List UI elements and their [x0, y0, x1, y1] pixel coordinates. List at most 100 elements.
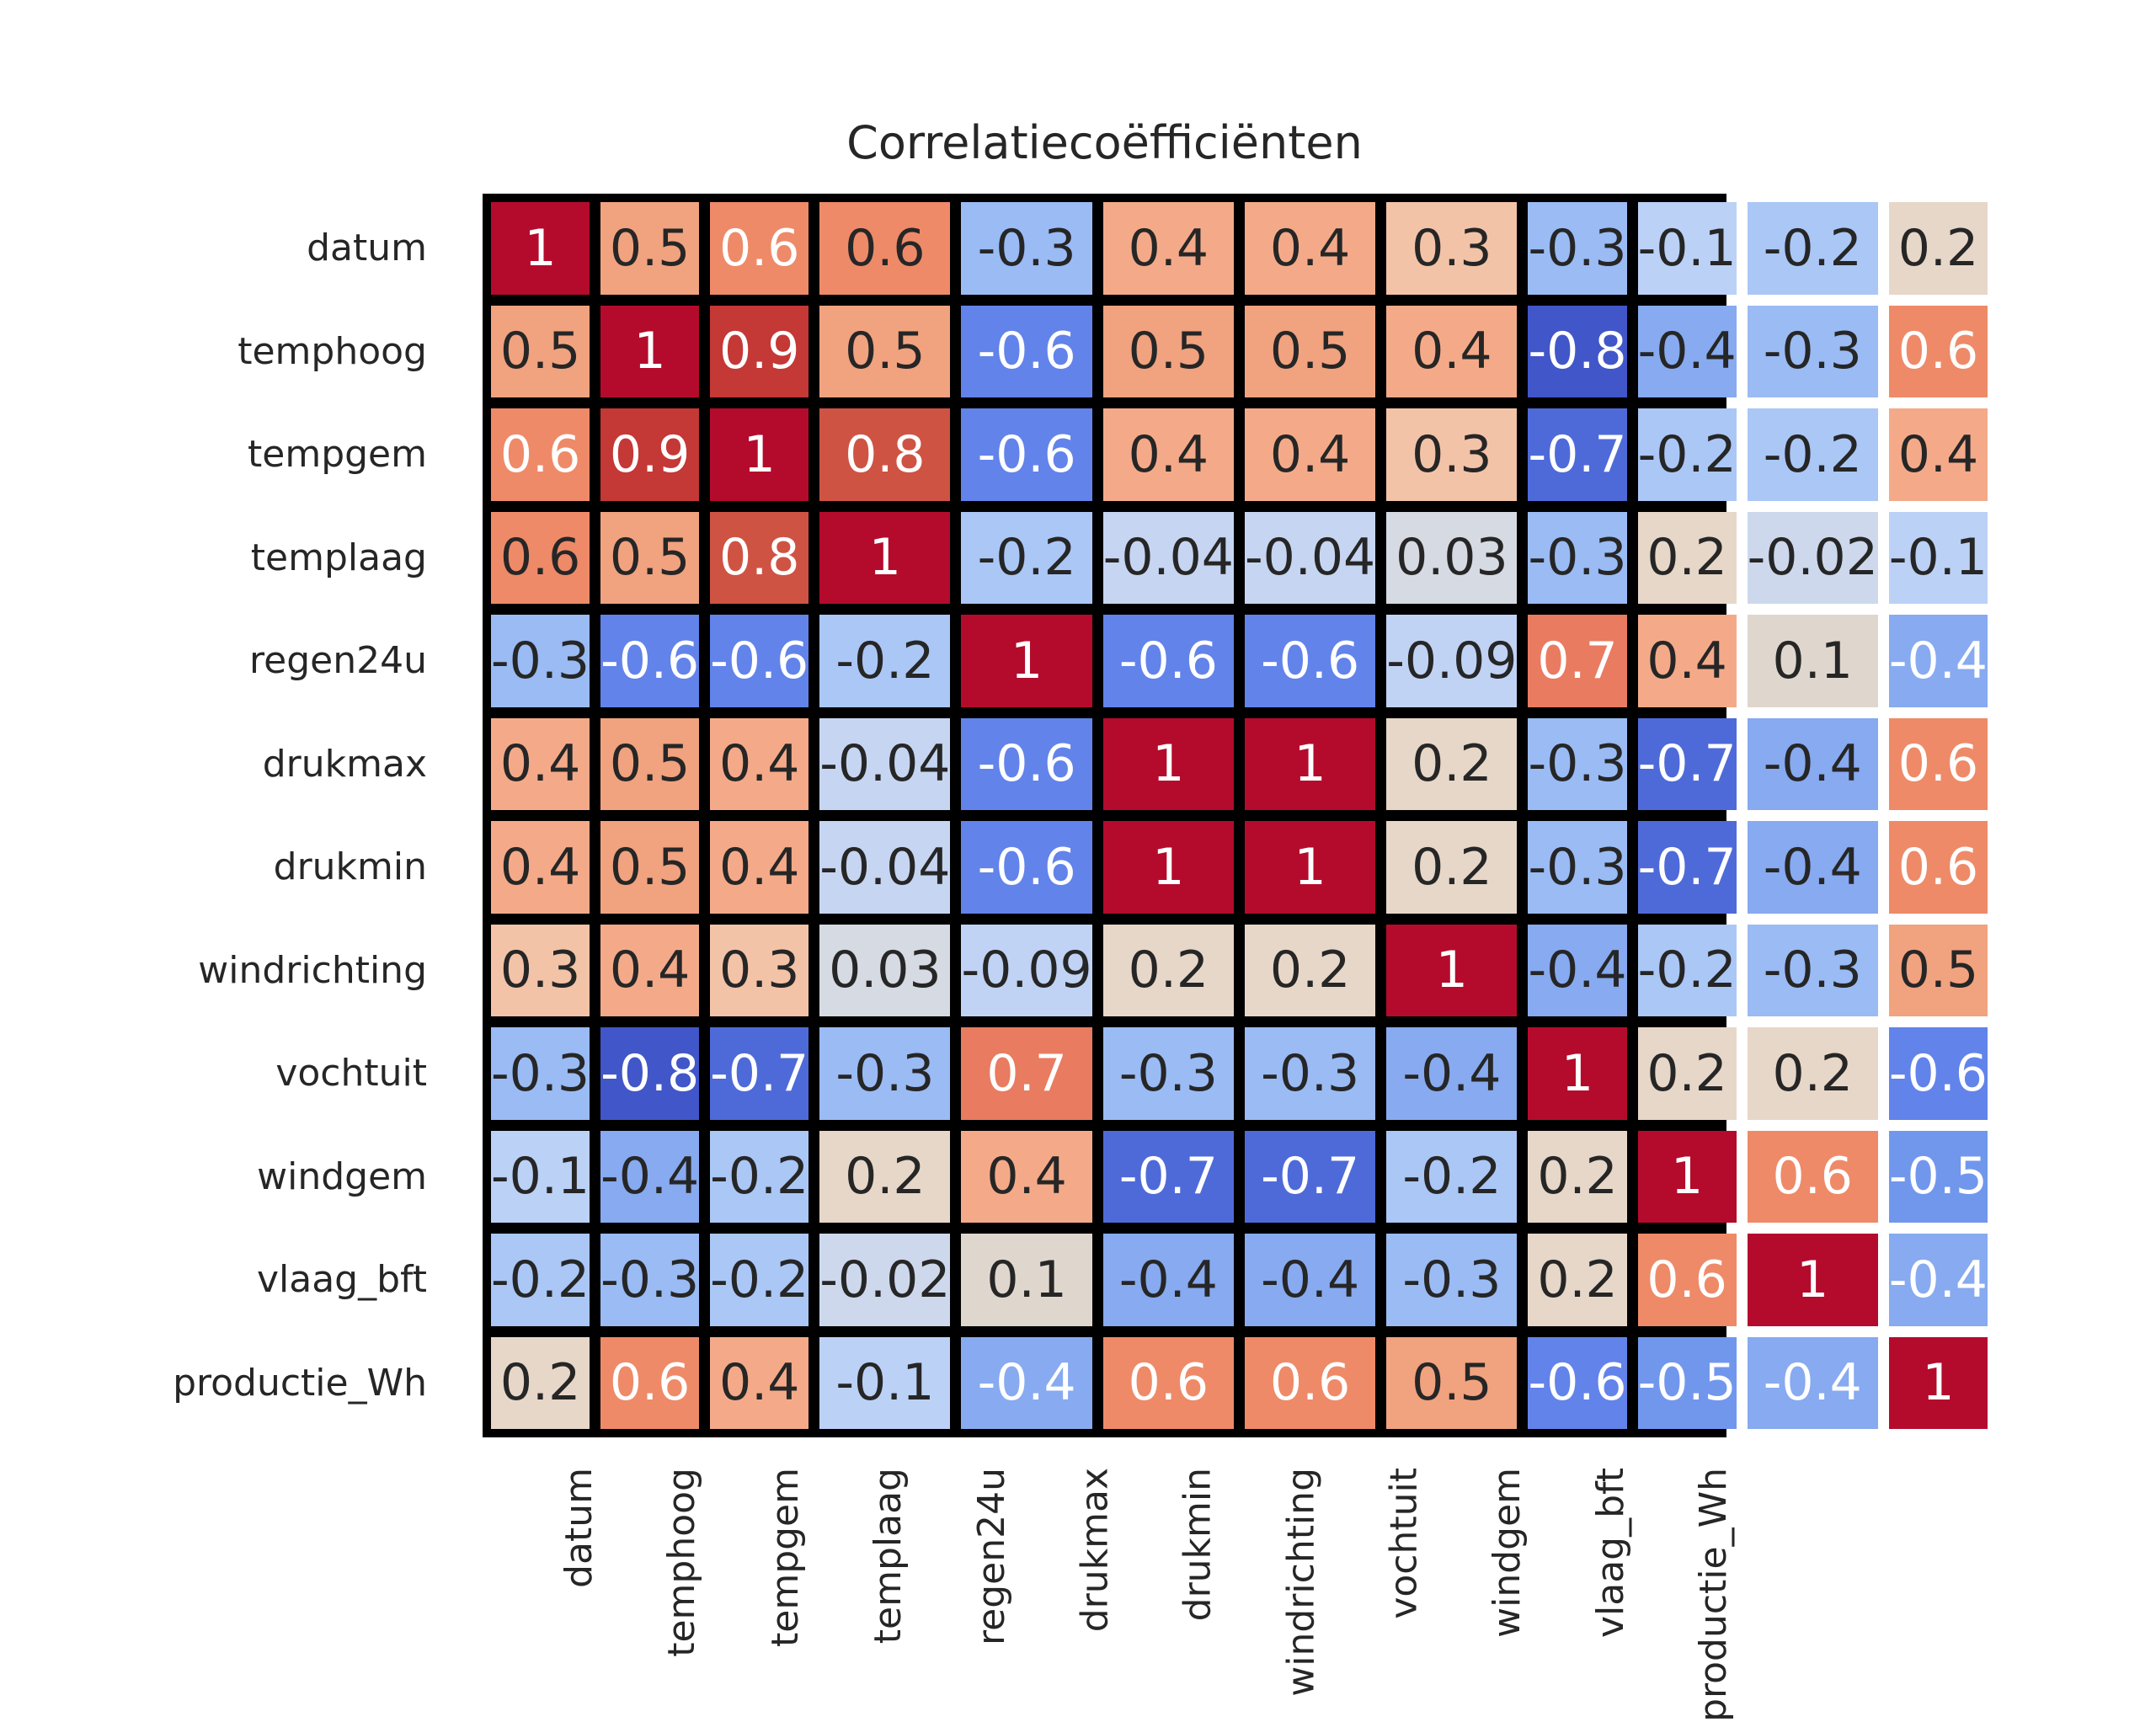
- y-axis-labels: datum temphoog tempgem templaag regen24u druk…: [0, 194, 457, 1437]
- heatmap-cell: 0.5: [1888, 924, 1988, 1016]
- heatmap-cell: 1: [961, 615, 1092, 707]
- heatmap-cell: -0.3: [600, 1234, 700, 1326]
- heatmap-cell: -0.6: [600, 615, 700, 707]
- heatmap-cell: 0.1: [1747, 615, 1878, 707]
- row-label: templaag: [250, 536, 427, 579]
- heatmap-cell: -0.6: [961, 408, 1092, 501]
- heatmap-cell: -0.2: [491, 1234, 590, 1326]
- heatmap-cell: -0.4: [1888, 1234, 1988, 1326]
- heatmap-cell: 1: [1244, 821, 1376, 914]
- heatmap-cell: -0.6: [961, 305, 1092, 397]
- heatmap-cell: 0.2: [491, 1336, 590, 1429]
- heatmap-cell: -0.2: [710, 1130, 809, 1223]
- heatmap-cell: -0.09: [1386, 615, 1518, 707]
- heatmap-cell: -0.09: [961, 924, 1092, 1016]
- heatmap-cell: -0.4: [1747, 821, 1878, 914]
- heatmap-cell: -0.04: [1244, 511, 1376, 604]
- heatmap-cell: -0.04: [1102, 511, 1234, 604]
- heatmap-cell: -0.4: [1888, 615, 1988, 707]
- heatmap-cell: -0.6: [1888, 1027, 1988, 1120]
- heatmap-cell: -0.4: [1102, 1234, 1234, 1326]
- heatmap-cell: 1: [491, 202, 590, 295]
- row-label: vochtuit: [275, 1052, 427, 1096]
- heatmap-cell: 1: [600, 305, 700, 397]
- col-label-cell: vochtuit: [1316, 1437, 1426, 1619]
- heatmap-cell: 0.4: [491, 821, 590, 914]
- heatmap-cell: 0.6: [1244, 1336, 1376, 1429]
- heatmap-cell: -0.8: [600, 1027, 700, 1120]
- heatmap-cell: -0.4: [1244, 1234, 1376, 1326]
- row-label: windrichting: [198, 948, 427, 992]
- heatmap-cell: 0.3: [491, 924, 590, 1016]
- heatmap-cell: -0.04: [819, 821, 951, 914]
- heatmap-cell: -0.3: [1528, 202, 1627, 295]
- col-label-cell: templaag: [801, 1437, 910, 1644]
- heatmap-cell: -0.4: [600, 1130, 700, 1223]
- heatmap-cell: -0.7: [1102, 1130, 1234, 1223]
- heatmap-cell: 0.8: [819, 408, 951, 501]
- heatmap-cell: -0.2: [1747, 202, 1878, 295]
- heatmap-cell: 1: [1888, 1336, 1988, 1429]
- x-axis-labels: datum temphoog tempgem templaag regen24u druk…: [483, 1437, 1736, 1722]
- row-label: tempgem: [248, 433, 427, 477]
- heatmap-cell: 0.2: [819, 1130, 951, 1223]
- heatmap-cell: 0.4: [1244, 202, 1376, 295]
- heatmap-cell: -0.2: [819, 615, 951, 707]
- heatmap-cell: -0.3: [1528, 511, 1627, 604]
- heatmap-cell: -0.4: [961, 1336, 1092, 1429]
- heatmap-cell: 1: [1102, 717, 1234, 810]
- heatmap-cell: 0.2: [1888, 202, 1988, 295]
- heatmap-cell: -0.2: [1747, 408, 1878, 501]
- heatmap-cell: -0.6: [1244, 615, 1376, 707]
- col-label-cell: windrichting: [1214, 1437, 1322, 1697]
- col-label-cell: drukmin: [1110, 1437, 1219, 1621]
- heatmap-cell: 0.5: [491, 305, 590, 397]
- correlation-figure: Correlatiecoëfficiënten datum temphoog tem…: [0, 116, 1988, 1722]
- chart-title: Correlatiecoëfficiënten: [846, 116, 1363, 169]
- col-label-cell: datum: [491, 1437, 600, 1617]
- col-label: productie_Wh: [1692, 1468, 1736, 1722]
- heatmap-cell: 1: [710, 408, 809, 501]
- heatmap-cell: 1: [1102, 821, 1234, 914]
- heatmap-cell: 0.4: [1386, 305, 1518, 397]
- heatmap-cell: 0.2: [1386, 821, 1518, 914]
- heatmap-cell: -0.3: [1244, 1027, 1376, 1120]
- heatmap-cell: 0.03: [819, 924, 951, 1016]
- heatmap-cell: -0.3: [1747, 305, 1878, 397]
- col-label-cell: regen24u: [904, 1437, 1013, 1645]
- heatmap-cell: -0.7: [1637, 821, 1737, 914]
- heatmap-cell: 1: [1386, 924, 1518, 1016]
- heatmap-cell: -0.1: [1888, 511, 1988, 604]
- heatmap-cell: 0.5: [1386, 1336, 1518, 1429]
- heatmap-cell: -0.4: [1747, 717, 1878, 810]
- heatmap-cell: 0.4: [710, 821, 809, 914]
- heatmap-cell: -0.4: [1386, 1027, 1518, 1120]
- heatmap-cell: 0.4: [1102, 408, 1234, 501]
- heatmap-cell: -0.7: [710, 1027, 809, 1120]
- heatmap-cell: 0.4: [961, 1130, 1092, 1223]
- heatmap-cell: -0.4: [1747, 1336, 1878, 1429]
- heatmap-cell: 0.4: [710, 717, 809, 810]
- heatmap-cell: -0.3: [819, 1027, 951, 1120]
- heatmap-cell: 0.6: [491, 408, 590, 501]
- col-label-cell: tempgem: [697, 1437, 807, 1647]
- heatmap-cell: 0.4: [710, 1336, 809, 1429]
- heatmap-cell: -0.3: [1528, 821, 1627, 914]
- heatmap-cell: 0.5: [600, 821, 700, 914]
- heatmap-cell: -0.2: [961, 511, 1092, 604]
- heatmap-cell: -0.3: [1528, 717, 1627, 810]
- heatmap-cell: 1: [1637, 1130, 1737, 1223]
- heatmap-cell: 0.6: [1888, 305, 1988, 397]
- heatmap-cell: 0.4: [1244, 408, 1376, 501]
- heatmap-cell: -0.8: [1528, 305, 1627, 397]
- heatmap-cell: 0.5: [819, 305, 951, 397]
- heatmap-cell: 0.2: [1244, 924, 1376, 1016]
- heatmap-cell: -0.7: [1528, 408, 1627, 501]
- row-label: drukmax: [262, 742, 427, 786]
- heatmap-cell: 0.2: [1528, 1234, 1627, 1326]
- heatmap-cell: -0.5: [1888, 1130, 1988, 1223]
- heatmap-cell: 1: [1244, 717, 1376, 810]
- row-label: temphoog: [237, 329, 427, 373]
- heatmap-cell: 0.8: [710, 511, 809, 604]
- heatmap-cell: -0.4: [1528, 924, 1627, 1016]
